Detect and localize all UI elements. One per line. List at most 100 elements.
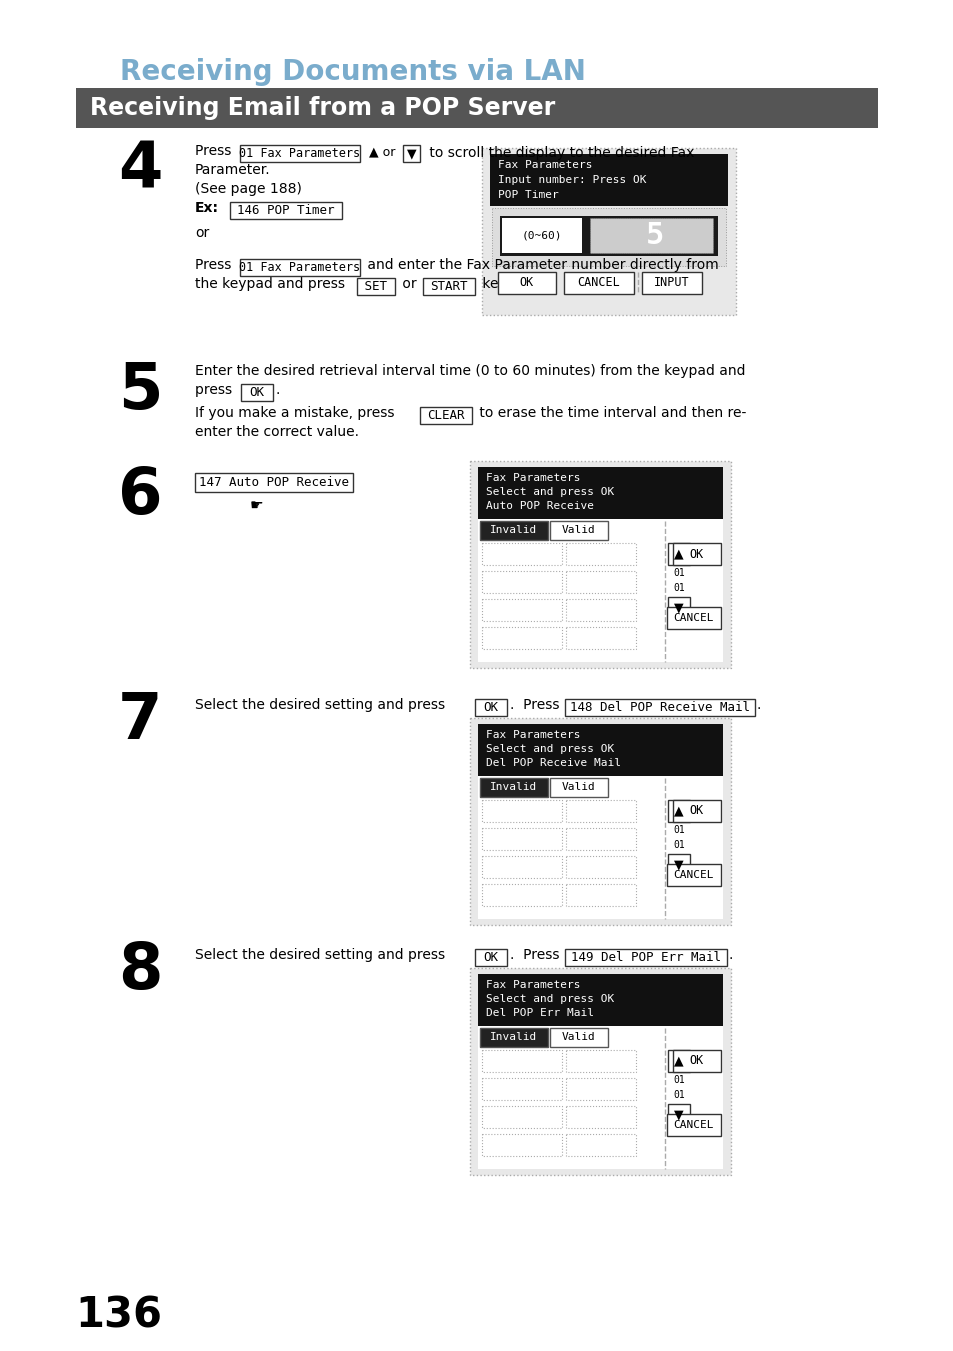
Bar bbox=[470, 969, 730, 1175]
Text: ▲ or: ▲ or bbox=[365, 146, 399, 158]
Bar bbox=[641, 272, 701, 295]
Bar bbox=[481, 1106, 561, 1128]
Text: ▼: ▼ bbox=[674, 601, 683, 615]
Text: ▼: ▼ bbox=[674, 858, 683, 871]
Bar bbox=[475, 948, 506, 966]
Text: Press: Press bbox=[194, 258, 235, 272]
Bar bbox=[565, 1133, 636, 1156]
Text: ▼: ▼ bbox=[406, 147, 416, 159]
Bar bbox=[481, 1078, 561, 1100]
Bar bbox=[497, 272, 556, 295]
Bar bbox=[565, 1050, 636, 1071]
Text: enter the correct value.: enter the correct value. bbox=[194, 426, 358, 439]
Text: ▲: ▲ bbox=[674, 804, 683, 817]
Text: Receiving Documents via LAN: Receiving Documents via LAN bbox=[120, 58, 585, 86]
Text: ▼: ▼ bbox=[674, 1109, 683, 1121]
Text: Invalid: Invalid bbox=[490, 526, 537, 535]
Text: 01 Fax Parameters: 01 Fax Parameters bbox=[239, 261, 360, 274]
Text: 01: 01 bbox=[673, 840, 684, 850]
Bar bbox=[477, 775, 722, 919]
Text: 4: 4 bbox=[118, 141, 162, 203]
Bar bbox=[477, 1025, 722, 1169]
Bar bbox=[477, 519, 722, 662]
Text: Del POP Receive Mail: Del POP Receive Mail bbox=[485, 758, 620, 767]
Text: Select and press OK: Select and press OK bbox=[485, 994, 614, 1004]
Text: START: START bbox=[430, 280, 467, 293]
Bar bbox=[565, 543, 636, 565]
Bar bbox=[565, 800, 636, 821]
Text: 147 Auto POP Receive: 147 Auto POP Receive bbox=[199, 476, 349, 489]
Bar bbox=[667, 800, 689, 821]
Bar bbox=[479, 521, 547, 540]
Text: Invalid: Invalid bbox=[490, 1032, 537, 1042]
Text: Valid: Valid bbox=[561, 526, 596, 535]
Bar bbox=[672, 800, 720, 821]
Bar bbox=[666, 865, 720, 886]
Text: 146 POP Timer: 146 POP Timer bbox=[237, 204, 335, 218]
Bar bbox=[564, 948, 726, 966]
Bar bbox=[481, 1050, 561, 1071]
Bar bbox=[477, 974, 722, 1025]
Bar bbox=[564, 698, 754, 716]
Text: OK: OK bbox=[689, 1055, 703, 1067]
Bar bbox=[477, 724, 722, 775]
Text: Press: Press bbox=[194, 145, 235, 158]
Text: to erase the time interval and then re-: to erase the time interval and then re- bbox=[475, 407, 745, 420]
Bar bbox=[481, 598, 561, 621]
Bar bbox=[667, 1104, 689, 1125]
Text: Input number: Press OK: Input number: Press OK bbox=[497, 176, 646, 185]
Bar bbox=[550, 778, 607, 797]
Bar bbox=[672, 543, 720, 565]
Bar bbox=[479, 778, 547, 797]
Text: ▲: ▲ bbox=[674, 1055, 683, 1067]
Bar bbox=[481, 857, 561, 878]
Text: Select the desired setting and press: Select the desired setting and press bbox=[194, 948, 449, 962]
Bar bbox=[475, 698, 506, 716]
Text: 01: 01 bbox=[673, 567, 684, 578]
Text: 8: 8 bbox=[118, 940, 162, 1002]
Text: CANCEL: CANCEL bbox=[673, 870, 714, 880]
Bar bbox=[667, 854, 689, 875]
Text: 149 Del POP Err Mail: 149 Del POP Err Mail bbox=[571, 951, 720, 965]
Text: 5: 5 bbox=[645, 222, 663, 250]
Bar bbox=[672, 1050, 720, 1071]
Bar bbox=[470, 461, 730, 667]
Bar bbox=[565, 627, 636, 648]
Text: CANCEL: CANCEL bbox=[577, 277, 619, 289]
Text: key.: key. bbox=[477, 277, 509, 290]
Text: Fax Parameters: Fax Parameters bbox=[485, 979, 579, 990]
Bar bbox=[402, 145, 419, 162]
Text: OK: OK bbox=[250, 386, 264, 399]
Text: press: press bbox=[194, 382, 236, 397]
Text: 01: 01 bbox=[673, 584, 684, 593]
Text: CANCEL: CANCEL bbox=[673, 1120, 714, 1129]
Bar bbox=[477, 467, 722, 519]
Bar bbox=[481, 884, 561, 907]
Bar bbox=[481, 571, 561, 593]
Text: 01 Fax Parameters: 01 Fax Parameters bbox=[239, 147, 360, 159]
Bar bbox=[565, 571, 636, 593]
Bar bbox=[479, 1028, 547, 1047]
Text: 5: 5 bbox=[118, 359, 162, 422]
Text: Select and press OK: Select and press OK bbox=[485, 744, 614, 754]
Bar bbox=[565, 857, 636, 878]
Text: Ex:: Ex: bbox=[194, 201, 219, 215]
Text: OK: OK bbox=[483, 701, 498, 713]
Text: (See page 188): (See page 188) bbox=[194, 182, 301, 196]
Bar bbox=[563, 272, 634, 295]
Text: (0~60): (0~60) bbox=[521, 230, 561, 240]
Text: 7: 7 bbox=[118, 690, 162, 753]
Bar bbox=[550, 1028, 607, 1047]
Bar bbox=[565, 598, 636, 621]
Text: Fax Parameters: Fax Parameters bbox=[497, 159, 592, 170]
Text: If you make a mistake, press: If you make a mistake, press bbox=[194, 407, 398, 420]
Text: .  Press: . Press bbox=[510, 948, 563, 962]
Text: INPUT: INPUT bbox=[654, 277, 689, 289]
Bar bbox=[481, 1133, 561, 1156]
Text: .: . bbox=[275, 382, 280, 397]
Text: Select the desired setting and press: Select the desired setting and press bbox=[194, 698, 449, 712]
Bar bbox=[481, 149, 735, 315]
Text: or: or bbox=[397, 277, 420, 290]
Bar bbox=[240, 145, 359, 162]
Bar bbox=[667, 1050, 689, 1071]
